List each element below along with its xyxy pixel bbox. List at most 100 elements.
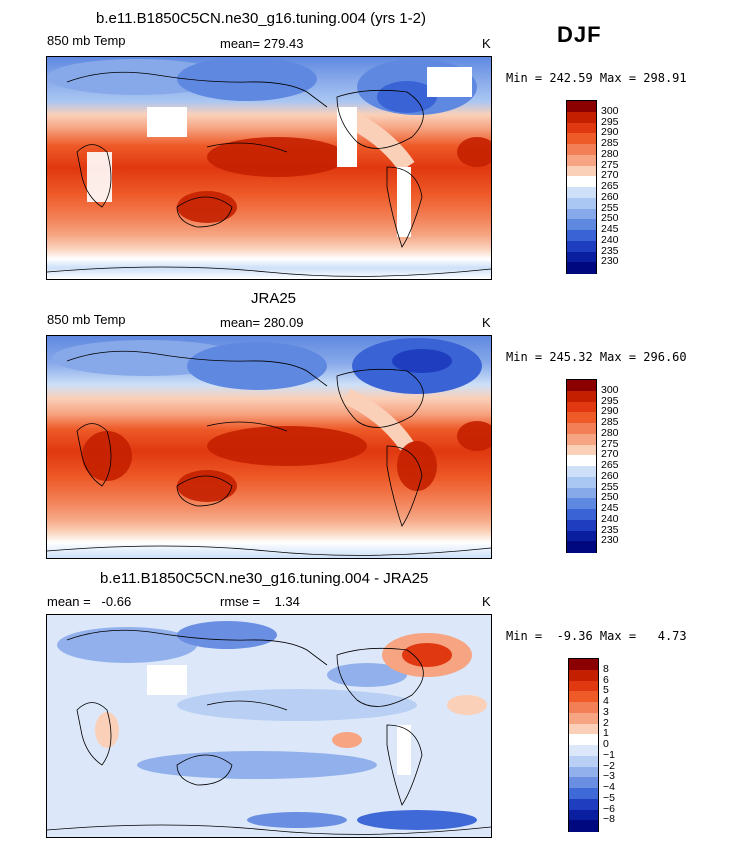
- panel-2-colorbar-swatch: [567, 433, 596, 445]
- panel-3-colorbar-tick-label: 8: [603, 662, 609, 675]
- panel-2-colorbar-swatch: [567, 519, 596, 531]
- panel-2-colorbar-swatch: [567, 380, 596, 392]
- panel-1-colorbar-swatch: [567, 219, 596, 231]
- panel-1-colorbar-swatch: [567, 122, 596, 134]
- panel-3-colorbar-swatch: [569, 691, 598, 703]
- panel-2-colorbar-tick-label: 290: [601, 405, 619, 418]
- panel-1-colorbar-fill: 300 295 290 285 280 275 270 265 260 255 250 245 240 2…: [566, 100, 619, 274]
- panel-3-minmax-label: Min = -9.36 Max = 4.73: [506, 629, 687, 643]
- panel-2-colorbar-tick-label: 275: [601, 437, 619, 450]
- panel-3-colorbar-tick-label: 0: [603, 738, 609, 750]
- panel-2-colorbar-tick-label: 295: [601, 394, 619, 407]
- panel-3-colorbar-tick-label: −6: [603, 802, 615, 815]
- panel-1-colorbar-tick-label: 230: [601, 255, 619, 268]
- panel-2-colorbar-swatch: [567, 509, 596, 521]
- panel-2-colorbar: 300 295 290 285 280 275 270 265 260 255 250 245 240 2…: [566, 379, 619, 553]
- panel-2-variable-label: 850 mb Temp: [47, 312, 126, 327]
- panel-2-colorbar-tick-label: 240: [601, 512, 619, 525]
- panel-2-colorbar-swatch: [567, 487, 596, 499]
- panel-1-colorbar-swatch: [567, 133, 596, 145]
- panel-3-colorbar-swatch: [569, 669, 598, 681]
- panel-3-colorbar-swatch: [569, 702, 598, 714]
- panel-3-colorbar-tick-label: −3: [603, 770, 615, 783]
- panel-2-map: [46, 335, 492, 559]
- panel-3-colorbar-swatch: [569, 798, 598, 810]
- panel-3-colorbar-tick-label: 3: [603, 705, 609, 718]
- panel-2-colorbar-swatch: [567, 423, 596, 435]
- panel-3-colorbar-swatch: [569, 809, 598, 821]
- panel-2-mean-label: mean= 280.09: [220, 315, 304, 330]
- panel-1-colorbar-swatch: [567, 197, 596, 209]
- panel-1-colorbar-swatch: [567, 176, 596, 188]
- panel-1-colorbar-tick-label: 300: [601, 104, 619, 117]
- panel-2-colorbar-swatch: [567, 455, 596, 467]
- panel-1-colorbar-swatch: [567, 230, 596, 242]
- panel-1-colorbar-tick-label: 265: [601, 180, 619, 192]
- panel-3-colorbar-swatch: [569, 745, 598, 757]
- panel-3-colorbar-swatch: [569, 788, 598, 800]
- panel-3-colorbar-swatch: [569, 723, 598, 735]
- panel-3-colorbar-tick-label: −8: [603, 813, 615, 826]
- panel-3-mean-label: mean = -0.66: [47, 594, 132, 609]
- panel-2-colorbar-tick-label: 270: [601, 448, 619, 461]
- panel-3-colorbar-swatch: [569, 659, 598, 671]
- panel-2-minmax-label: Min = 245.32 Max = 296.60: [506, 350, 687, 364]
- panel-2-colorbar-tick-label: 235: [601, 523, 619, 536]
- panel-1-colorbar-swatch: [567, 111, 596, 123]
- panel-1-colorbar-swatch: [567, 101, 596, 113]
- panel-1-variable-label: 850 mb Temp: [47, 33, 126, 48]
- panel-2-colorbar-swatch: [567, 541, 596, 553]
- panel-3-colorbar-tick-label: −2: [603, 759, 615, 772]
- panel-2-colorbar-tick-label: 300: [601, 383, 619, 396]
- panel-3-colorbar-swatch: [569, 680, 598, 692]
- panel-1-colorbar-swatch: [567, 144, 596, 156]
- panel-1-colorbar-tick-label: 250: [601, 212, 619, 225]
- panel-2-colorbar-swatch: [567, 466, 596, 478]
- panel-2-colorbar-swatch: [567, 498, 596, 510]
- panel-2-colorbar-tick-label: 230: [601, 534, 619, 547]
- panel-1-minmax-label: Min = 242.59 Max = 298.91: [506, 71, 687, 85]
- season-label: DJF: [557, 22, 602, 47]
- panel-2-colorbar-tick-label: 285: [601, 416, 619, 428]
- panel-1-colorbar-tick-label: 255: [601, 201, 619, 214]
- panel-3-colorbar-tick-label: 1: [603, 727, 609, 740]
- panel-2-colorbar-tick-label: 245: [601, 502, 619, 514]
- panel-2-colorbar-swatch: [567, 530, 596, 542]
- panel-3-colorbar-swatch: [569, 712, 598, 724]
- panel-1-colorbar-swatch: [567, 251, 596, 263]
- panel-1-colorbar-swatch: [567, 154, 596, 166]
- panel-1-contour-field: [47, 57, 491, 279]
- panel-2-colorbar-tick-label: 255: [601, 480, 619, 493]
- panel-1-colorbar-tick-label: 240: [601, 233, 619, 246]
- panel-3-colorbar-tick-label: −4: [603, 781, 615, 793]
- panel-3-colorbar-tick-label: −5: [603, 791, 615, 804]
- panel-3-colorbar-swatch: [569, 734, 598, 746]
- panel-3-colorbar-tick-label: 4: [603, 695, 609, 707]
- panel-3-colorbar-swatch: [569, 777, 598, 789]
- panel-2-colorbar-tick-label: 260: [601, 469, 619, 482]
- panel-1-colorbar-tick-label: 275: [601, 158, 619, 171]
- panel-2-colorbar-swatch: [567, 390, 596, 402]
- panel-3-units-label: K: [482, 594, 491, 609]
- panel-1-colorbar-tick-label: 270: [601, 169, 619, 182]
- panel-3-colorbar-tick-label: −1: [603, 748, 615, 761]
- panel-3-rmse-label: rmse = 1.34: [220, 594, 300, 609]
- panel-2-contour-field: [47, 336, 491, 558]
- panel-3-colorbar-tick-label: 5: [603, 684, 609, 697]
- panel-2-colorbar-swatch: [567, 476, 596, 488]
- panel-1-colorbar-swatch: [567, 240, 596, 252]
- panel-2-units-label: K: [482, 315, 491, 330]
- panel-3-colorbar-tick-label: 2: [603, 716, 609, 729]
- panel-1-colorbar-swatch: [567, 165, 596, 177]
- panel-2-colorbar-swatch: [567, 444, 596, 456]
- panel-2-colorbar-tick-label: 265: [601, 459, 619, 471]
- panel-3-colorbar-swatch: [569, 755, 598, 767]
- panel-2-colorbar-swatch: [567, 412, 596, 424]
- panel-1-units-label: K: [482, 36, 491, 51]
- panel-1-colorbar-tick-label: 245: [601, 223, 619, 235]
- panel-2-colorbar-tick-label: 250: [601, 491, 619, 504]
- panel-3-colorbar-swatch: [569, 766, 598, 778]
- panel-3-colorbar-swatch: [569, 820, 598, 832]
- panel-1-colorbar-swatch: [567, 262, 596, 274]
- panel-3-map: [46, 614, 492, 838]
